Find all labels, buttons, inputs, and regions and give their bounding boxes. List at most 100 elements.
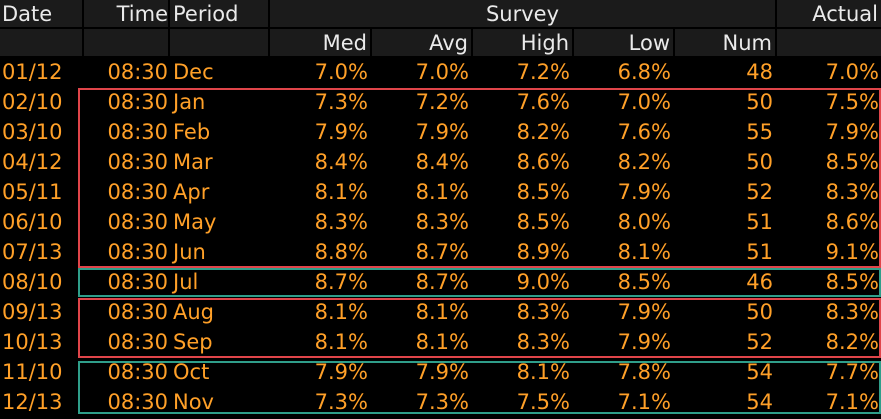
cell-med: 8.7% xyxy=(314,270,368,294)
cell-period: Mar xyxy=(173,150,213,174)
cell-time: 08:30 xyxy=(107,180,168,204)
cell-actual: 8.5% xyxy=(825,150,879,174)
cell-num: 50 xyxy=(746,90,773,114)
table-row[interactable]: 01/12 08:30 Dec 7.0% 7.0% 7.2% 6.8% 48 7… xyxy=(0,57,881,87)
cell-avg: 7.9% xyxy=(415,360,469,384)
table-row[interactable]: 09/13 08:30 Aug 8.1% 8.1% 8.3% 7.9% 50 8… xyxy=(0,297,881,327)
cell-high: 8.3% xyxy=(516,300,570,324)
table-header: Date Time Period Survey Actual Med Avg H… xyxy=(0,0,881,56)
cell-actual: 7.9% xyxy=(825,120,879,144)
cell-num: 46 xyxy=(746,270,773,294)
cell-high: 7.6% xyxy=(516,90,570,114)
cell-time: 08:30 xyxy=(107,90,168,114)
cell-time: 08:30 xyxy=(107,150,168,174)
cell-num: 54 xyxy=(746,360,773,384)
header-date[interactable]: Date xyxy=(2,2,53,26)
cell-period: Apr xyxy=(173,180,210,204)
cell-actual: 7.1% xyxy=(825,390,879,414)
cell-med: 8.3% xyxy=(314,210,368,234)
cell-period: Dec xyxy=(173,60,214,84)
cell-low: 7.1% xyxy=(617,390,671,414)
cell-med: 7.0% xyxy=(314,60,368,84)
header-time[interactable]: Time xyxy=(116,2,168,26)
cell-med: 8.8% xyxy=(314,240,368,264)
header-num[interactable]: Num xyxy=(722,31,772,55)
cell-low: 8.1% xyxy=(617,240,671,264)
cell-time: 08:30 xyxy=(107,270,168,294)
table-row[interactable]: 07/13 08:30 Jun 8.8% 8.7% 8.9% 8.1% 51 9… xyxy=(0,237,881,267)
cell-date: 12/13 xyxy=(2,390,63,414)
cell-period: Nov xyxy=(173,390,214,414)
cell-period: Oct xyxy=(173,360,210,384)
cell-low: 8.0% xyxy=(617,210,671,234)
cell-low: 7.9% xyxy=(617,300,671,324)
cell-avg: 7.9% xyxy=(415,120,469,144)
cell-num: 51 xyxy=(746,210,773,234)
cell-period: Sep xyxy=(173,330,213,354)
cell-time: 08:30 xyxy=(107,60,168,84)
cell-avg: 8.4% xyxy=(415,150,469,174)
cell-date: 07/13 xyxy=(2,240,63,264)
header-low[interactable]: Low xyxy=(628,31,670,55)
cell-date: 08/10 xyxy=(2,270,63,294)
cell-avg: 8.1% xyxy=(415,300,469,324)
cell-actual: 8.5% xyxy=(825,270,879,294)
cell-low: 8.5% xyxy=(617,270,671,294)
cell-high: 8.3% xyxy=(516,330,570,354)
header-med[interactable]: Med xyxy=(322,31,367,55)
cell-date: 01/12 xyxy=(2,60,63,84)
cell-low: 7.9% xyxy=(617,330,671,354)
table-row[interactable]: 04/12 08:30 Mar 8.4% 8.4% 8.6% 8.2% 50 8… xyxy=(0,147,881,177)
cell-time: 08:30 xyxy=(107,360,168,384)
cell-avg: 7.3% xyxy=(415,390,469,414)
table-row[interactable]: 08/10 08:30 Jul 8.7% 8.7% 9.0% 8.5% 46 8… xyxy=(0,267,881,297)
cell-med: 8.1% xyxy=(314,300,368,324)
cell-actual: 7.7% xyxy=(825,360,879,384)
table-row[interactable]: 05/11 08:30 Apr 8.1% 8.1% 8.5% 7.9% 52 8… xyxy=(0,177,881,207)
cell-time: 08:30 xyxy=(107,300,168,324)
cell-actual: 8.3% xyxy=(825,300,879,324)
cell-date: 05/11 xyxy=(2,180,63,204)
cell-high: 8.6% xyxy=(516,150,570,174)
cell-high: 8.9% xyxy=(516,240,570,264)
cell-num: 51 xyxy=(746,240,773,264)
cell-low: 7.0% xyxy=(617,90,671,114)
cell-avg: 8.7% xyxy=(415,270,469,294)
cell-avg: 7.2% xyxy=(415,90,469,114)
cell-med: 7.3% xyxy=(314,90,368,114)
header-high[interactable]: High xyxy=(520,31,569,55)
cell-period: Feb xyxy=(173,120,211,144)
cell-date: 09/13 xyxy=(2,300,63,324)
table-row[interactable]: 11/10 08:30 Oct 7.9% 7.9% 8.1% 7.8% 54 7… xyxy=(0,357,881,387)
table-row[interactable]: 12/13 08:30 Nov 7.3% 7.3% 7.5% 7.1% 54 7… xyxy=(0,387,881,417)
header-period[interactable]: Period xyxy=(173,2,239,26)
cell-low: 7.8% xyxy=(617,360,671,384)
cell-med: 7.3% xyxy=(314,390,368,414)
header-avg[interactable]: Avg xyxy=(429,31,468,55)
cell-high: 8.2% xyxy=(516,120,570,144)
cell-med: 7.9% xyxy=(314,120,368,144)
cell-low: 7.9% xyxy=(617,180,671,204)
cell-high: 8.5% xyxy=(516,210,570,234)
table-row[interactable]: 06/10 08:30 May 8.3% 8.3% 8.5% 8.0% 51 8… xyxy=(0,207,881,237)
cell-num: 52 xyxy=(746,180,773,204)
table-row[interactable]: 10/13 08:30 Sep 8.1% 8.1% 8.3% 7.9% 52 8… xyxy=(0,327,881,357)
cell-med: 8.1% xyxy=(314,180,368,204)
cell-avg: 8.1% xyxy=(415,330,469,354)
cell-time: 08:30 xyxy=(107,330,168,354)
cell-time: 08:30 xyxy=(107,120,168,144)
cell-num: 50 xyxy=(746,300,773,324)
cell-time: 08:30 xyxy=(107,240,168,264)
cell-time: 08:30 xyxy=(107,390,168,414)
header-actual[interactable]: Actual xyxy=(812,2,878,26)
header-survey[interactable]: Survey xyxy=(485,2,560,26)
cell-num: 48 xyxy=(746,60,773,84)
table-row[interactable]: 02/10 08:30 Jan 7.3% 7.2% 7.6% 7.0% 50 7… xyxy=(0,87,881,117)
cell-date: 02/10 xyxy=(2,90,63,114)
cell-med: 8.4% xyxy=(314,150,368,174)
cell-actual: 8.2% xyxy=(825,330,879,354)
cell-date: 10/13 xyxy=(2,330,63,354)
cell-period: May xyxy=(173,210,217,234)
cell-actual: 7.5% xyxy=(825,90,879,114)
table-row[interactable]: 03/10 08:30 Feb 7.9% 7.9% 8.2% 7.6% 55 7… xyxy=(0,117,881,147)
